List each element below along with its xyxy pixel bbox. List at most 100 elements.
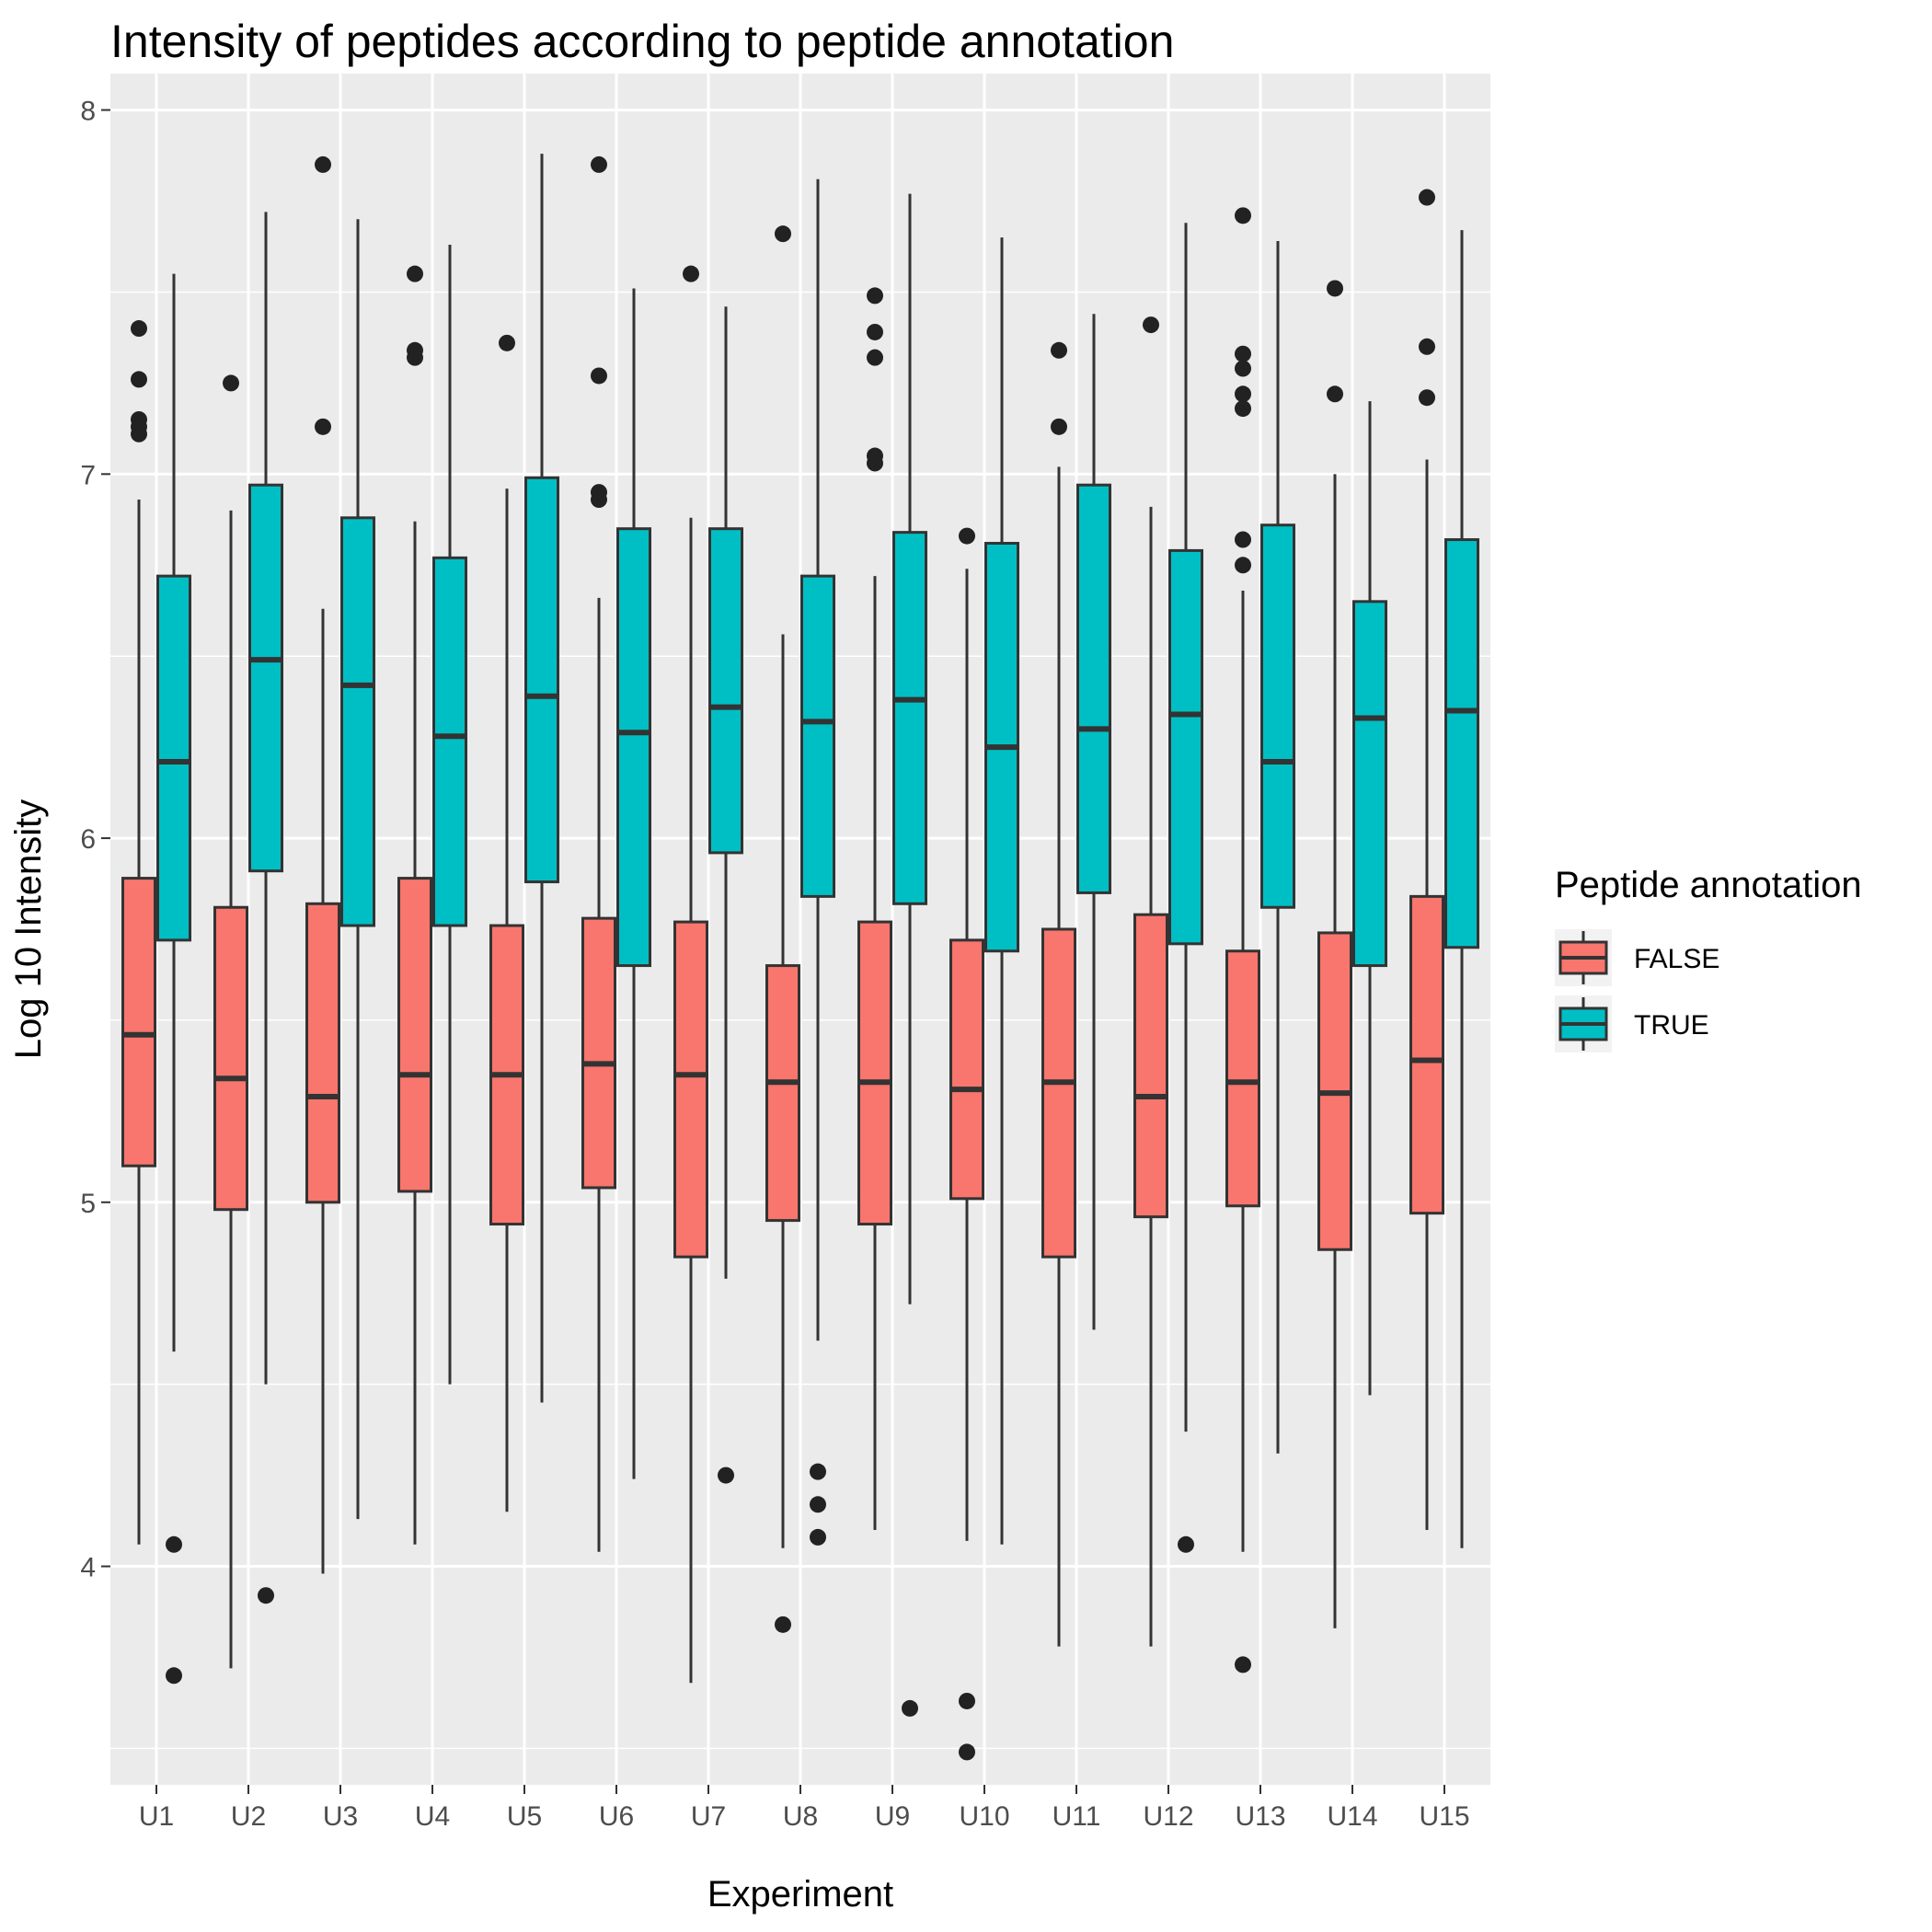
outlier-point bbox=[959, 1692, 975, 1709]
legend: Peptide annotation FALSE TRUE bbox=[1555, 865, 1862, 1052]
outlier-point bbox=[223, 374, 239, 392]
y-axis: 4 5 6 7 8 bbox=[80, 97, 110, 1583]
box-body bbox=[524, 476, 559, 884]
outlier-point bbox=[1235, 557, 1251, 574]
outlier-point bbox=[1419, 338, 1435, 355]
outlier-point bbox=[166, 1667, 182, 1685]
box-body bbox=[1225, 949, 1260, 1208]
outlier-point bbox=[867, 447, 883, 465]
outlier-point bbox=[407, 341, 423, 359]
outlier-point bbox=[407, 265, 423, 282]
outlier-point bbox=[683, 265, 699, 282]
x-axis-title: Experiment bbox=[707, 1874, 893, 1915]
outlier-point bbox=[1235, 1656, 1251, 1673]
box-body bbox=[397, 877, 432, 1193]
x-tick-label: U2 bbox=[231, 1801, 266, 1832]
x-tick-label: U1 bbox=[139, 1801, 174, 1832]
legend-entry-true: TRUE bbox=[1555, 995, 1709, 1052]
outlier-point bbox=[1235, 360, 1251, 377]
legend-label: FALSE bbox=[1634, 944, 1719, 974]
box-body bbox=[305, 902, 340, 1204]
box-body bbox=[673, 920, 708, 1259]
box-body bbox=[949, 938, 984, 1201]
x-tick-label: U5 bbox=[507, 1801, 542, 1832]
box-true-u3 bbox=[340, 219, 375, 1520]
box-false-u13 bbox=[1225, 207, 1260, 1673]
legend-entries: FALSE TRUE bbox=[1555, 929, 1719, 1052]
box-body bbox=[156, 574, 191, 942]
box-body bbox=[581, 916, 616, 1190]
box-false-u10 bbox=[949, 527, 984, 1761]
box-false-u7 bbox=[673, 265, 708, 1684]
outlier-point bbox=[591, 367, 607, 385]
box-true-u10 bbox=[984, 237, 1019, 1545]
box-true-u12 bbox=[1168, 223, 1203, 1553]
box-false-u2 bbox=[213, 374, 248, 1669]
box-body bbox=[1444, 538, 1479, 949]
box-true-u1 bbox=[156, 273, 191, 1685]
box-true-u2 bbox=[248, 212, 283, 1604]
outlier-point bbox=[591, 484, 607, 501]
chart-title: Intensity of peptides according to pepti… bbox=[110, 16, 1174, 67]
box-body bbox=[1041, 927, 1076, 1259]
x-tick-label: U8 bbox=[783, 1801, 818, 1832]
outlier-point bbox=[499, 334, 515, 351]
box-true-u5 bbox=[524, 154, 559, 1403]
box-true-u13 bbox=[1260, 241, 1295, 1454]
outlier-point bbox=[315, 418, 331, 435]
outlier-point bbox=[867, 287, 883, 305]
box-true-u9 bbox=[892, 193, 927, 1717]
box-false-u14 bbox=[1317, 280, 1352, 1628]
box-false-u3 bbox=[305, 155, 340, 1574]
box-false-u12 bbox=[1133, 316, 1168, 1647]
x-tick-label: U12 bbox=[1143, 1801, 1193, 1832]
outlier-point bbox=[902, 1699, 918, 1717]
y-tick-label: 7 bbox=[80, 460, 96, 490]
x-tick-label: U11 bbox=[1052, 1801, 1101, 1832]
outlier-point bbox=[1235, 400, 1251, 418]
box-body bbox=[432, 556, 467, 927]
outlier-point bbox=[810, 1528, 826, 1546]
outlier-point bbox=[718, 1466, 734, 1484]
x-axis: U1 U2 U3 U4 U5 U6 U7 U8 U9 U10 U11 U12 U13 U14 U15 bbox=[139, 1785, 1470, 1832]
outlier-point bbox=[131, 410, 147, 428]
legend-label: TRUE bbox=[1634, 1010, 1709, 1041]
outlier-point bbox=[1327, 280, 1343, 297]
outlier-point bbox=[131, 371, 147, 388]
box-true-u11 bbox=[1076, 314, 1111, 1330]
box-body bbox=[1168, 548, 1203, 946]
x-tick-label: U14 bbox=[1327, 1801, 1377, 1832]
box-false-u4 bbox=[397, 265, 432, 1545]
y-tick-label: 8 bbox=[80, 97, 96, 127]
outlier-point bbox=[1235, 207, 1251, 224]
box-true-u6 bbox=[616, 288, 651, 1479]
box-true-u4 bbox=[432, 245, 467, 1385]
box-body bbox=[121, 877, 156, 1167]
box-body bbox=[1133, 913, 1168, 1219]
outlier-point bbox=[810, 1463, 826, 1480]
box-body bbox=[892, 531, 927, 905]
box-body bbox=[765, 964, 800, 1223]
outlier-point bbox=[1143, 316, 1159, 334]
box-body bbox=[857, 920, 892, 1226]
outlier-point bbox=[1419, 389, 1435, 407]
box-layer bbox=[121, 154, 1479, 1761]
y-tick-label: 6 bbox=[80, 824, 96, 855]
box-false-u9 bbox=[857, 287, 892, 1530]
outlier-point bbox=[775, 225, 791, 243]
box-body bbox=[1352, 600, 1387, 968]
y-tick-label: 4 bbox=[80, 1553, 96, 1583]
legend-entry-false: FALSE bbox=[1555, 929, 1719, 986]
box-body bbox=[213, 905, 248, 1212]
x-tick-label: U7 bbox=[691, 1801, 726, 1832]
box-body bbox=[708, 527, 743, 855]
box-true-u7 bbox=[708, 306, 743, 1484]
outlier-point bbox=[258, 1587, 274, 1604]
outlier-point bbox=[1419, 189, 1435, 206]
box-body bbox=[800, 574, 835, 898]
box-false-u1 bbox=[121, 320, 156, 1545]
y-axis-title: Log 10 Intensity bbox=[8, 799, 49, 1059]
outlier-point bbox=[1235, 531, 1251, 548]
outlier-point bbox=[775, 1616, 791, 1633]
